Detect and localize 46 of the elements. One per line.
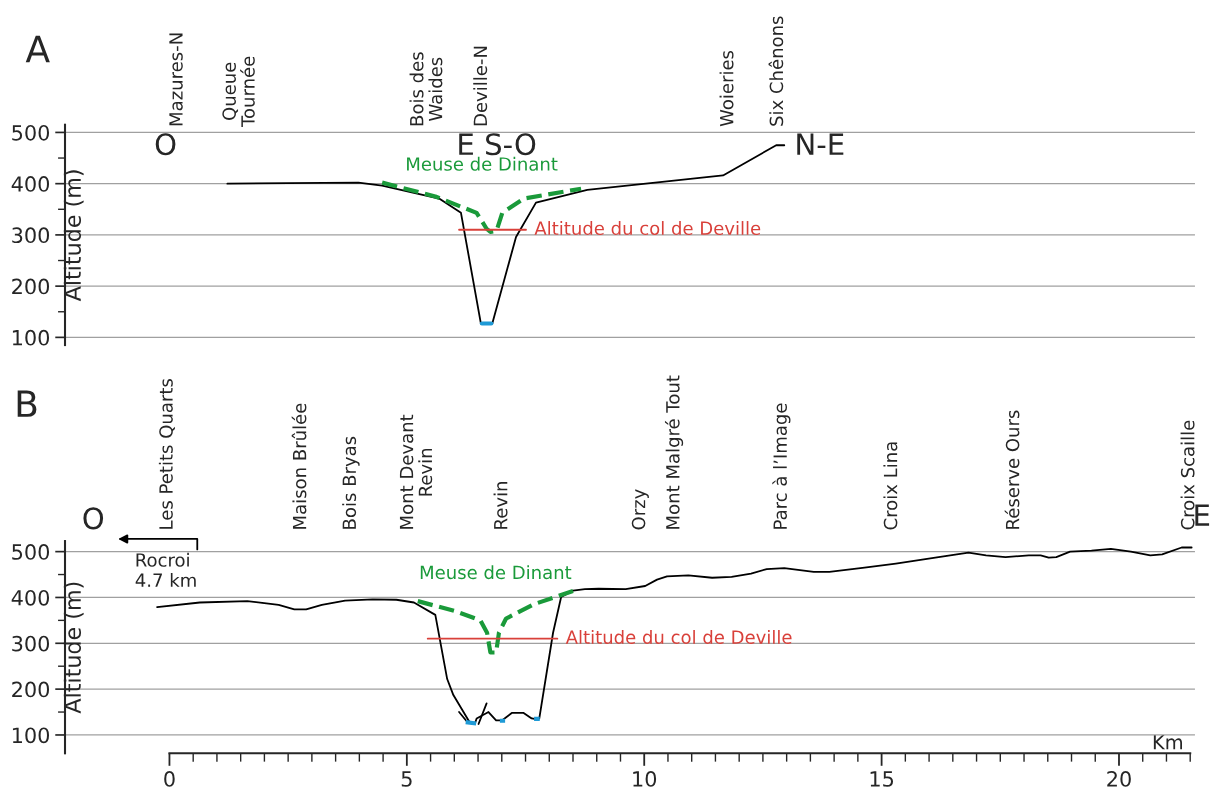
x-tick-label: 0 bbox=[164, 771, 175, 787]
annotation: Bois des Waides bbox=[409, 52, 443, 126]
x-tick-label: 15 bbox=[870, 771, 894, 787]
annotation: Mazures-N bbox=[169, 33, 183, 126]
series-label: Altitude du col de Deville bbox=[565, 629, 792, 644]
annotation: Queue Tournée bbox=[222, 56, 255, 127]
text: Bois Bryas bbox=[342, 436, 360, 529]
y-tick-label: 100 bbox=[12, 727, 50, 744]
annotation: O bbox=[155, 133, 176, 156]
text: O bbox=[83, 507, 104, 530]
text: Mont Malgré Tout bbox=[664, 375, 684, 529]
text: E bbox=[1195, 504, 1210, 526]
y-axis-title: Altitude (m) bbox=[63, 170, 84, 302]
text: Croix Lina bbox=[883, 442, 898, 530]
chart-title: B bbox=[17, 390, 37, 417]
y-tick-label: 500 bbox=[12, 124, 50, 141]
x-tick-label: 10 bbox=[633, 771, 657, 787]
y-tick-label: 200 bbox=[12, 681, 50, 698]
y-tick-label: 400 bbox=[11, 176, 50, 192]
text: Parc à l’Image bbox=[772, 403, 791, 529]
text: Mont Devant Revin bbox=[399, 414, 433, 529]
annotation: E S-O bbox=[459, 133, 536, 156]
y-tick-label: 400 bbox=[11, 589, 50, 606]
x-tick-label: 5 bbox=[401, 771, 412, 787]
x-tick-label: 20 bbox=[1107, 771, 1131, 787]
annotation: N-E bbox=[797, 133, 844, 155]
text: Croix Scaille bbox=[1180, 420, 1195, 530]
annotation: Six Chênons bbox=[768, 16, 784, 126]
series-label: Altitude du col de Deville bbox=[534, 221, 761, 236]
series-label: Meuse de Dinant bbox=[420, 565, 572, 580]
annotation: Deville-N bbox=[473, 46, 488, 126]
y-tick-label: 300 bbox=[12, 227, 50, 244]
annotation: Woieries bbox=[719, 50, 734, 127]
text: Orzy bbox=[631, 489, 649, 530]
y-tick-label: 500 bbox=[12, 544, 50, 560]
text: Revin bbox=[493, 482, 508, 529]
y-tick-label: 300 bbox=[12, 635, 50, 652]
text: Maison Brûlée bbox=[291, 403, 307, 529]
y-tick-label: 100 bbox=[12, 329, 50, 346]
annotation: Rocroi 4.7 km bbox=[135, 552, 196, 587]
series-label: Meuse de Dinant bbox=[407, 156, 558, 171]
y-tick-label: 200 bbox=[12, 278, 50, 295]
chart-title: A bbox=[25, 35, 50, 63]
text: Les Petits Quarts bbox=[158, 379, 175, 529]
text: Réserve Ours bbox=[1004, 410, 1020, 529]
x-axis-title: Km bbox=[1153, 735, 1182, 750]
